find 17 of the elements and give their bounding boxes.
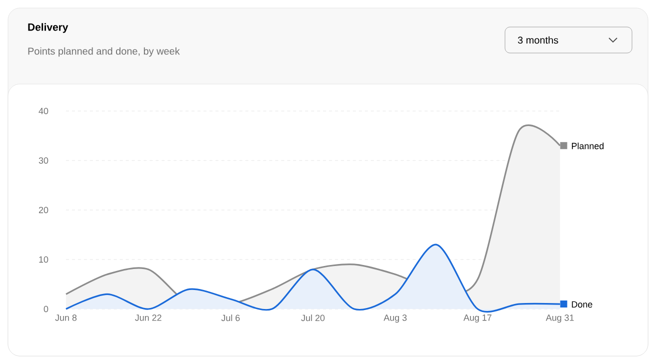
series-label: Done — [572, 301, 592, 308]
y-tick-label: 10 — [39, 256, 48, 263]
y-tick-label: 30 — [38, 157, 48, 164]
y-tick-label: 20 — [38, 206, 48, 214]
x-tick-label: Aug 31 — [546, 314, 574, 323]
y-tick-label: 40 — [38, 108, 48, 114]
x-tick-label: Jun 8 — [55, 314, 77, 321]
chart-subtitle: Points planned and done, by week — [28, 47, 180, 57]
series-label: Planned — [572, 142, 604, 150]
x-tick-label: Jul 6 — [221, 314, 240, 322]
x-tick-label: Aug 3 — [384, 314, 407, 323]
y-tick-label: 0 — [44, 306, 48, 312]
chart-title: Delivery — [28, 23, 68, 33]
text: 3 months — [518, 36, 558, 44]
x-tick-label: Jun 22 — [135, 314, 162, 321]
x-tick-label: Aug 17 — [463, 314, 492, 323]
x-tick-label: Jul 20 — [301, 314, 325, 322]
